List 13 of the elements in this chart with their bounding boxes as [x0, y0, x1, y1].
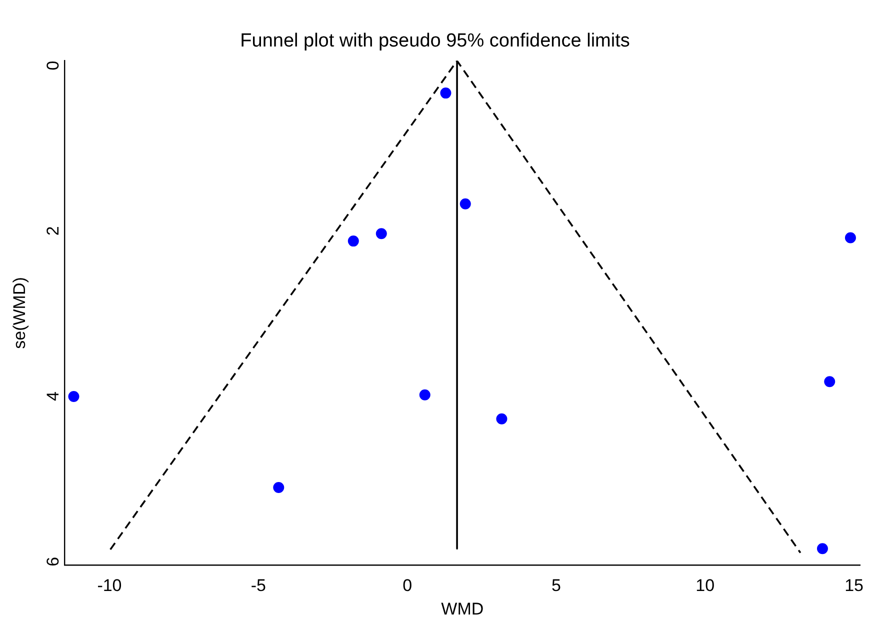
y-tick-label: 6: [43, 556, 62, 566]
y-axis-title: se(WMD): [10, 277, 29, 349]
y-tick-label: 2: [43, 226, 62, 236]
x-tick-label: 5: [551, 576, 561, 596]
x-tick-label: 10: [696, 576, 715, 596]
x-tick-label: -5: [250, 576, 266, 596]
x-tick-label: 15: [844, 576, 864, 596]
chart-title: Funnel plot with pseudo 95% confidence limits: [240, 30, 630, 52]
y-tick-label: 0: [43, 60, 62, 70]
x-axis-title: WMD: [441, 599, 484, 618]
x-tick-label: 0: [402, 576, 412, 596]
y-tick-label: 4: [43, 392, 62, 402]
x-tick-label: -10: [97, 576, 122, 596]
